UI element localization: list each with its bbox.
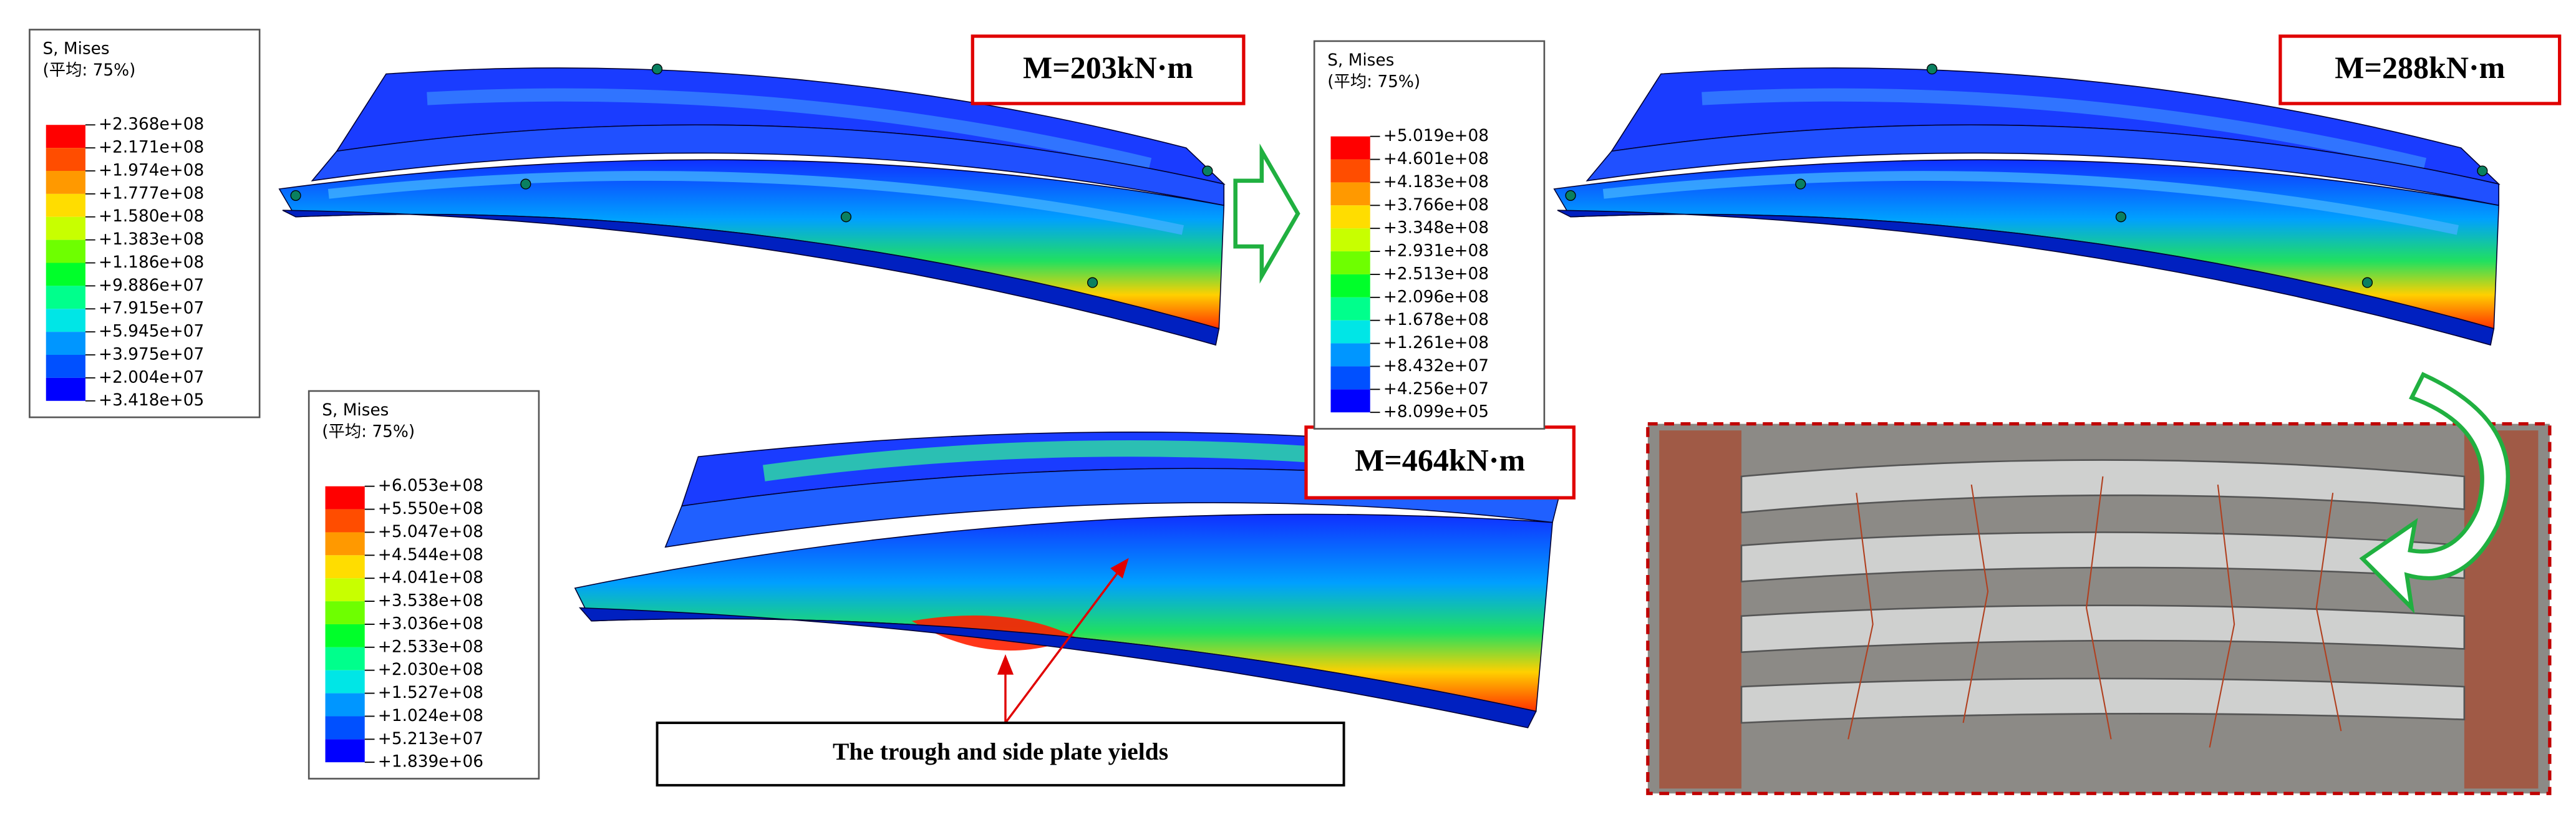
legend-swatch [1330,389,1370,413]
legend-swatch [46,332,85,355]
legend-value: +9.886e+07 [99,276,204,295]
legend-value: +1.527e+08 [378,684,483,702]
legend-value: +2.030e+08 [378,660,483,679]
legend-value: +1.580e+08 [99,207,204,226]
legend-swatch [325,647,365,670]
legend-value: +5.047e+08 [378,523,483,541]
legend-value: +3.975e+07 [99,346,204,364]
legend-value: +3.538e+08 [378,592,483,611]
legend-value: +1.024e+08 [378,707,483,725]
legend-value: +1.261e+08 [1383,334,1489,352]
legend-swatch [1330,205,1370,229]
legend-swatch [1330,274,1370,297]
legend-subtitle: (平均: 75%) [1327,72,1420,91]
legend-swatch [46,355,85,378]
legend-value: +5.213e+07 [378,730,483,748]
legend-swatch [46,193,85,217]
legend-swatch [1330,159,1370,183]
legend-swatch [1330,182,1370,206]
legend-swatch [325,670,365,694]
legend-swatch [325,532,365,556]
legend-swatch [1330,251,1370,274]
legend-swatch [46,239,85,263]
legend-swatch [1330,343,1370,367]
beam-model-1 [279,64,1224,345]
legend-value: +2.513e+08 [1383,264,1489,283]
legend-value: +1.678e+08 [1383,311,1489,329]
legend-value: +4.544e+08 [378,546,483,564]
legend-swatch [325,739,365,763]
legend-value: +1.839e+06 [378,753,483,771]
legend-swatch [1330,320,1370,344]
legend-swatch [1330,136,1370,160]
legend-swatch [46,309,85,332]
label-box [1304,425,1576,500]
legend-swatch [325,486,365,510]
legend-value: +1.777e+08 [99,184,204,203]
legend-swatch [325,601,365,624]
legend-value: +1.186e+08 [99,253,204,272]
legend-value: +1.974e+08 [99,162,204,180]
legend-value: +2.931e+08 [1383,242,1489,261]
legend-value: +4.041e+08 [378,569,483,587]
legend-swatch [46,125,85,148]
legend-value: +2.004e+07 [99,368,204,387]
legend-value: +5.019e+08 [1383,127,1489,145]
label-box [971,34,1246,105]
legend-value: +2.533e+08 [378,637,483,656]
legend-swatch [325,509,365,533]
legend-value: +4.601e+08 [1383,150,1489,168]
legend-value: +2.171e+08 [99,138,204,157]
legend-value: +4.256e+07 [1383,380,1489,399]
specimen-photo [1646,422,2552,795]
legend-swatch [325,578,365,602]
moment-label: M=288kN·m [2335,50,2505,85]
legend-value: +6.053e+08 [378,476,483,495]
moment-label: M=203kN·m [1023,50,1193,85]
legend-value: +4.183e+08 [1383,173,1489,191]
legend-value: +5.550e+08 [378,500,483,518]
legend-value: +1.383e+08 [99,230,204,249]
legend-value: +7.915e+07 [99,299,204,318]
label-box [2278,34,2562,105]
legend-subtitle: (平均: 75%) [42,61,135,80]
legend-value: +3.418e+05 [99,391,204,410]
legend-value: +2.096e+08 [1383,288,1489,306]
legend-swatch [46,148,85,172]
moment-label: M=464kN·m [1355,442,1525,477]
legend-swatch [1330,297,1370,321]
arrow [2359,372,2511,614]
legend-value: +8.432e+07 [1383,357,1489,375]
legend-swatch [46,171,85,194]
legend-swatch [325,624,365,647]
legend-value: +3.036e+08 [378,614,483,633]
legend-title: S, Mises [322,401,389,420]
legend-swatch [325,716,365,740]
legend-swatch [46,286,85,309]
arrow [1233,143,1300,284]
legend-value: +3.766e+08 [1383,196,1489,215]
legend-swatch [46,377,85,401]
legend-swatch [325,693,365,717]
annotation-box [656,722,1345,787]
beam-model-2 [1554,64,2499,345]
legend-swatch [46,216,85,240]
legend-swatch [325,555,365,579]
legend-subtitle: (平均: 75%) [322,422,415,441]
legend-title: S, Mises [42,40,109,59]
legend-value: +2.368e+08 [99,115,204,134]
legend-swatch [46,263,85,286]
annotation-arrows [997,558,1129,724]
legend-value: +8.099e+05 [1383,403,1489,422]
legend-title: S, Mises [1327,51,1394,70]
legend-value: +3.348e+08 [1383,219,1489,238]
legend-value: +5.945e+07 [99,322,204,341]
legend-swatch [1330,366,1370,390]
legend-swatch [1330,228,1370,252]
annotation: The trough and side plate yields [833,738,1168,765]
